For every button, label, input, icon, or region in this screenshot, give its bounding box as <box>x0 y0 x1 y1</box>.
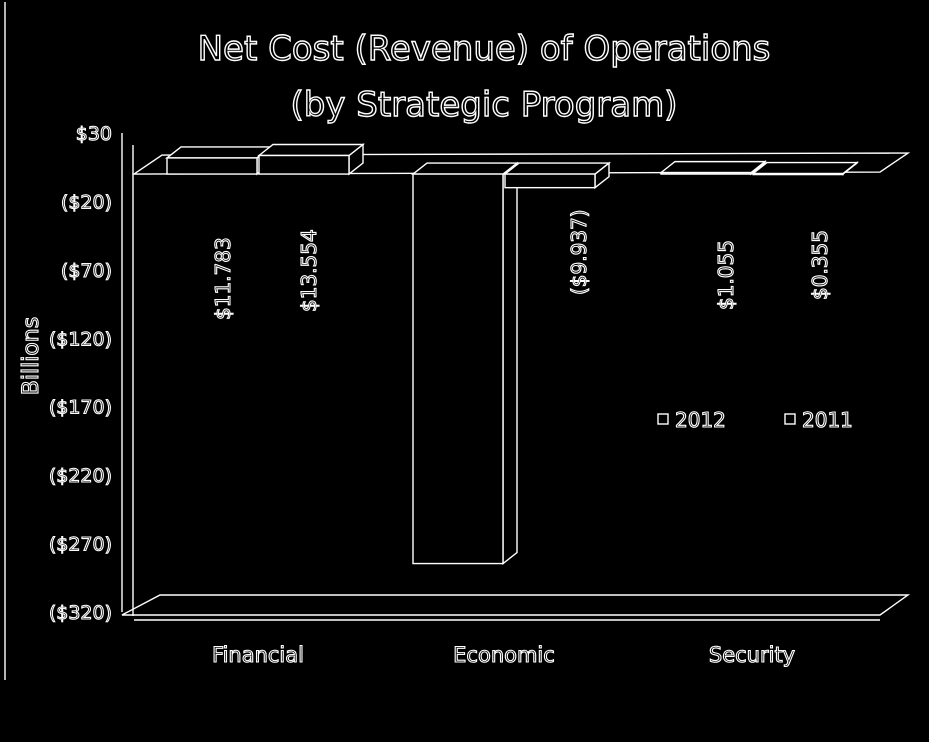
legend-swatch-2011 <box>784 413 796 425</box>
y-tick-label: ($220) <box>49 465 112 487</box>
data-label: $0.355 <box>808 230 832 300</box>
data-label: $1.055 <box>714 240 738 310</box>
chart-text: Net Cost (Revenue) of Operations (by Stra… <box>18 28 853 667</box>
bar-side <box>502 161 518 565</box>
bar-top <box>164 146 274 159</box>
bar-top <box>256 143 366 157</box>
data-label: ($9.937) <box>567 209 591 295</box>
chart-title-line-1: Net Cost (Revenue) of Operations <box>198 29 771 69</box>
y-tick-label: $30 <box>76 123 112 145</box>
bar-2012-financial <box>166 157 258 175</box>
data-label: $11.783 <box>211 237 235 320</box>
y-tick-label: ($20) <box>61 191 112 213</box>
bar-2011-financial <box>258 154 350 175</box>
bar-2012-security <box>660 171 752 175</box>
bar-2012-economic <box>412 173 504 565</box>
bar-top <box>750 161 860 175</box>
y-axis-label: Billions <box>19 317 44 395</box>
bar-top <box>658 160 768 174</box>
axes <box>121 133 911 621</box>
x-category-label: Financial <box>212 643 304 667</box>
bars <box>164 143 860 565</box>
chart-title-line-2: (by Strategic Program) <box>291 85 678 125</box>
bar-top <box>410 162 520 175</box>
bar-2011-economic <box>504 173 596 189</box>
x-category-label: Security <box>709 643 795 667</box>
y-tick-label: ($170) <box>49 397 112 419</box>
y-tick-label: ($270) <box>49 534 112 556</box>
y-tick-label: ($120) <box>49 328 112 350</box>
legend-swatch-2012 <box>657 413 669 425</box>
legend-label-2012: 2012 <box>675 408 726 432</box>
zero-plane <box>131 152 911 175</box>
y-tick-label: ($70) <box>61 260 112 282</box>
y-tick-label: ($320) <box>49 602 112 624</box>
data-label: $13.554 <box>297 229 321 312</box>
x-category-label: Economic <box>453 643 555 667</box>
floor-plane <box>121 594 911 616</box>
bar-top <box>502 162 612 175</box>
legend-label-2011: 2011 <box>802 408 853 432</box>
bar-2011-security <box>752 172 844 176</box>
